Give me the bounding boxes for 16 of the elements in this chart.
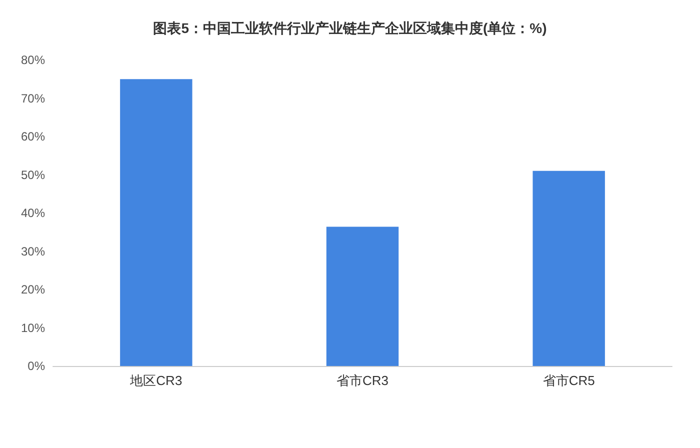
y-tick-label: 80%: [20, 53, 46, 67]
y-tick-label: 10%: [20, 320, 46, 335]
y-tick-label: 0%: [28, 359, 46, 373]
y-tick-label: 50%: [20, 168, 46, 182]
chart-title: 图表5：中国工业软件行业产业链生产企业区域集中度(单位：%): [153, 20, 547, 36]
x-tick-label: 地区CR3: [129, 373, 182, 388]
bar: [326, 226, 399, 366]
x-tick-label: 省市CR5: [542, 373, 595, 388]
y-tick-label: 60%: [20, 130, 46, 144]
y-tick-label: 20%: [20, 282, 46, 296]
y-tick-label: 40%: [20, 206, 46, 220]
y-tick-label: 30%: [20, 244, 46, 258]
bar: [120, 79, 192, 366]
x-tick-label: 省市CR3: [336, 373, 389, 388]
bar: [532, 170, 605, 366]
y-tick-label: 70%: [20, 91, 46, 106]
